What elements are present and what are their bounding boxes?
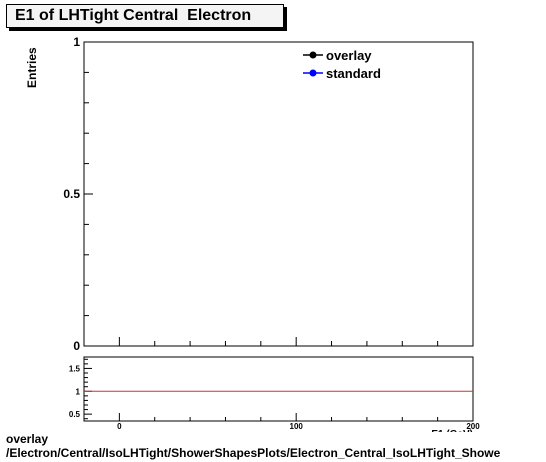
y-axis-label: Entries [25,47,39,88]
main-y-tick-label: 0 [73,339,80,353]
legend-marker [309,51,317,59]
x-axis-label: E1 (GeV) [431,429,473,432]
chart-title: E1 of LHTight Central Electron [15,7,252,24]
ratio-y-tick-label: 0.5 [69,410,81,419]
ratio-x-tick-label: 200 [466,422,480,431]
ratio-y-tick-label: 1 [76,387,81,396]
legend: overlay standard [303,48,381,81]
ratio-y-tick-label: 1.5 [69,364,81,373]
ratio-y-axis: 0.5 1 1.5 [69,358,92,420]
footer-line-2: /Electron/Central/IsoLHTight/ShowerShape… [6,446,501,460]
ratio-x-axis: 0 100 200 [117,413,480,431]
main-y-tick-label: 1 [73,35,80,49]
title-box: E1 of LHTight Central Electron [6,4,284,28]
footer-line-1: overlay [6,432,49,446]
footer: overlay /Electron/Central/IsoLHTight/Sho… [6,432,500,460]
ratio-x-tick-label: 100 [290,422,304,431]
legend-label: standard [326,66,381,81]
ratio-frame [83,356,474,422]
main-y-tick-label: 0.5 [63,187,80,201]
main-frame [83,41,474,347]
legend-label: overlay [326,48,372,63]
legend-marker [309,69,317,77]
main-y-axis: 00.51 [63,35,93,353]
ratio-x-tick-label: 0 [117,422,122,431]
main-x-axis [118,337,474,346]
